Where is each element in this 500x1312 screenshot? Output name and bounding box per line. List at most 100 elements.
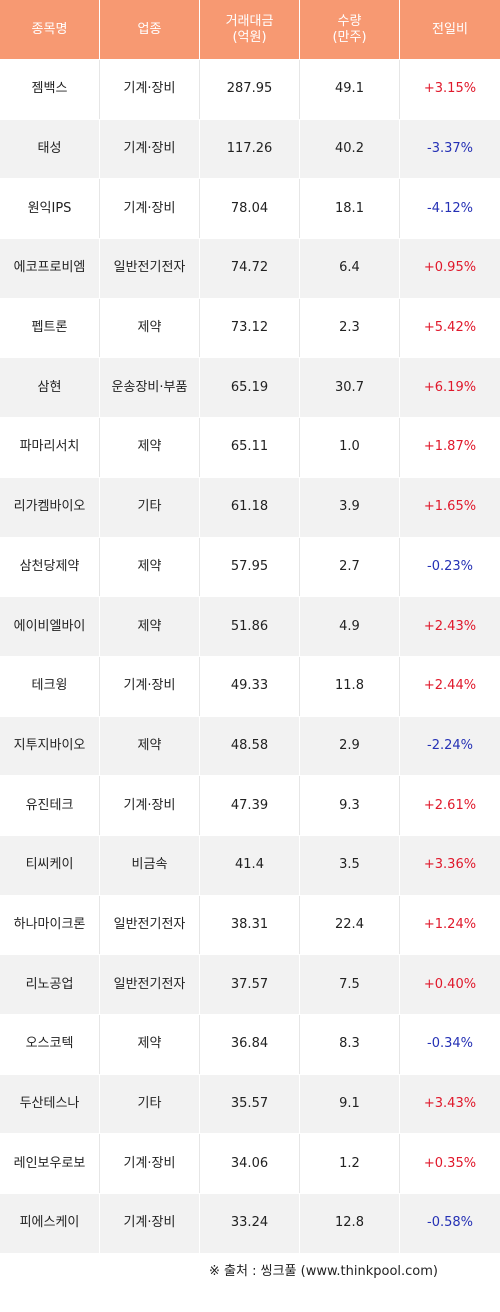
stock-sector: 제약 (100, 418, 200, 477)
stock-name: 테크윙 (0, 656, 100, 716)
stock-name: 삼천당제약 (0, 537, 100, 597)
table-row: 리가켐바이오 기타 61.18 3.9 +1.65% (0, 477, 500, 538)
trade-amount: 47.39 (200, 776, 300, 835)
trade-volume: 49.1 (300, 60, 400, 119)
trade-volume: 3.9 (300, 477, 400, 537)
stock-sector: 제약 (100, 537, 200, 597)
trade-amount: 287.95 (200, 60, 300, 119)
header-change: 전일비 (432, 21, 468, 37)
trade-amount: 33.24 (200, 1194, 300, 1253)
trade-volume: 4.9 (300, 597, 400, 656)
stock-name: 펩트론 (0, 298, 100, 358)
stock-name: 에이비엘바이 (0, 597, 100, 656)
stock-name: 지투지바이오 (0, 716, 100, 776)
stock-sector: 기타 (100, 477, 200, 537)
header-amount: 거래대금 (억원) (200, 0, 300, 59)
stock-sector: 기타 (100, 1074, 200, 1134)
trade-volume: 40.2 (300, 119, 400, 179)
price-change: +0.95% (423, 260, 477, 276)
stock-sector: 비금속 (100, 835, 200, 895)
trade-volume: 3.5 (300, 835, 400, 895)
table-row: 젬백스 기계·장비 287.95 49.1 +3.15% (0, 60, 500, 120)
trade-amount: 78.04 (200, 179, 300, 239)
table-body: 젬백스 기계·장비 287.95 49.1 +3.15% 태성 기계·장비 117.26 40.… (0, 60, 500, 1254)
table-row: 파마리서치 제약 65.11 1.0 +1.87% (0, 418, 500, 478)
stock-sector: 제약 (100, 298, 200, 358)
trade-volume: 12.8 (300, 1194, 400, 1253)
trade-amount: 117.26 (200, 119, 300, 179)
trade-volume: 9.3 (300, 776, 400, 835)
table-row: 삼현 운송장비·부품 65.19 30.7 +6.19% (0, 358, 500, 419)
table-row: 태성 기계·장비 117.26 40.2 -3.37% (0, 119, 500, 180)
table-row: 레인보우로보 기계·장비 34.06 1.2 +0.35% (0, 1134, 500, 1195)
price-change: +5.42% (423, 320, 477, 336)
trade-volume: 22.4 (300, 895, 400, 955)
price-change: +0.40% (423, 976, 477, 992)
price-change: +2.61% (423, 797, 477, 813)
stock-sector: 제약 (100, 716, 200, 776)
stock-name: 하나마이크론 (0, 895, 100, 955)
trade-amount: 41.4 (200, 835, 300, 895)
price-change: -0.58% (427, 1215, 473, 1231)
stock-sector: 일반전기전자 (100, 239, 200, 298)
trade-volume: 1.0 (300, 418, 400, 477)
trade-amount: 35.57 (200, 1074, 300, 1134)
stock-name: 태성 (0, 119, 100, 179)
price-change: +3.36% (423, 857, 477, 873)
stock-name: 삼현 (0, 358, 100, 418)
table-row: 피에스케이 기계·장비 33.24 12.8 -0.58% (0, 1194, 500, 1254)
source-note: ※ 출처 : 씽크풀 (www.thinkpool.com) (209, 1264, 438, 1279)
price-change: -0.23% (427, 558, 473, 574)
price-change: -2.24% (427, 737, 473, 753)
price-change: +3.43% (423, 1096, 477, 1112)
table-row: 에코프로비엠 일반전기전자 74.72 6.4 +0.95% (0, 239, 500, 299)
stock-name: 리가켐바이오 (0, 477, 100, 537)
stock-sector: 제약 (100, 1015, 200, 1074)
stock-name: 리노공업 (0, 955, 100, 1014)
table-header: 종목명 업종 거래대금 (억원) 수량 (만주) 전일비 (0, 0, 500, 60)
stock-name: 원익IPS (0, 179, 100, 239)
trade-amount: 36.84 (200, 1015, 300, 1074)
header-name: 종목명 (0, 0, 100, 59)
stock-sector: 기계·장비 (100, 60, 200, 119)
stock-sector: 일반전기전자 (100, 895, 200, 955)
price-change: -0.34% (427, 1036, 473, 1052)
table-row: 티씨케이 비금속 41.4 3.5 +3.36% (0, 835, 500, 896)
trade-amount: 57.95 (200, 537, 300, 597)
price-change: +2.43% (423, 618, 477, 634)
table-row: 삼천당제약 제약 57.95 2.7 -0.23% (0, 537, 500, 598)
stock-sector: 기계·장비 (100, 656, 200, 716)
trade-amount: 74.72 (200, 239, 300, 298)
trade-volume: 1.2 (300, 1134, 400, 1194)
trade-amount: 34.06 (200, 1134, 300, 1194)
stock-sector: 운송장비·부품 (100, 358, 200, 418)
trade-amount: 49.33 (200, 656, 300, 716)
trade-volume: 2.3 (300, 298, 400, 358)
stock-name: 두산테스나 (0, 1074, 100, 1134)
trade-amount: 73.12 (200, 298, 300, 358)
stock-table: 종목명 업종 거래대금 (억원) 수량 (만주) 전일비 젬백스 기계·장비 287… (0, 0, 500, 1254)
trade-amount: 51.86 (200, 597, 300, 656)
price-change: +6.19% (423, 379, 477, 395)
stock-sector: 기계·장비 (100, 179, 200, 239)
table-row: 두산테스나 기타 35.57 9.1 +3.43% (0, 1074, 500, 1135)
stock-name: 에코프로비엠 (0, 239, 100, 298)
stock-name: 유진테크 (0, 776, 100, 835)
trade-volume: 2.9 (300, 716, 400, 776)
trade-volume: 18.1 (300, 179, 400, 239)
trade-amount: 65.19 (200, 358, 300, 418)
price-change: +3.15% (423, 81, 477, 97)
trade-amount: 61.18 (200, 477, 300, 537)
price-change: -3.37% (427, 141, 473, 157)
price-change: +1.24% (423, 916, 477, 932)
trade-volume: 6.4 (300, 239, 400, 298)
trade-volume: 30.7 (300, 358, 400, 418)
header-sector: 업종 (100, 0, 200, 59)
stock-sector: 기계·장비 (100, 1134, 200, 1194)
price-change: +2.44% (423, 678, 477, 694)
header-volume: 수량 (만주) (300, 0, 400, 59)
price-change: +0.35% (423, 1155, 477, 1171)
table-row: 지투지바이오 제약 48.58 2.9 -2.24% (0, 716, 500, 777)
stock-sector: 기계·장비 (100, 1194, 200, 1253)
trade-amount: 37.57 (200, 955, 300, 1014)
